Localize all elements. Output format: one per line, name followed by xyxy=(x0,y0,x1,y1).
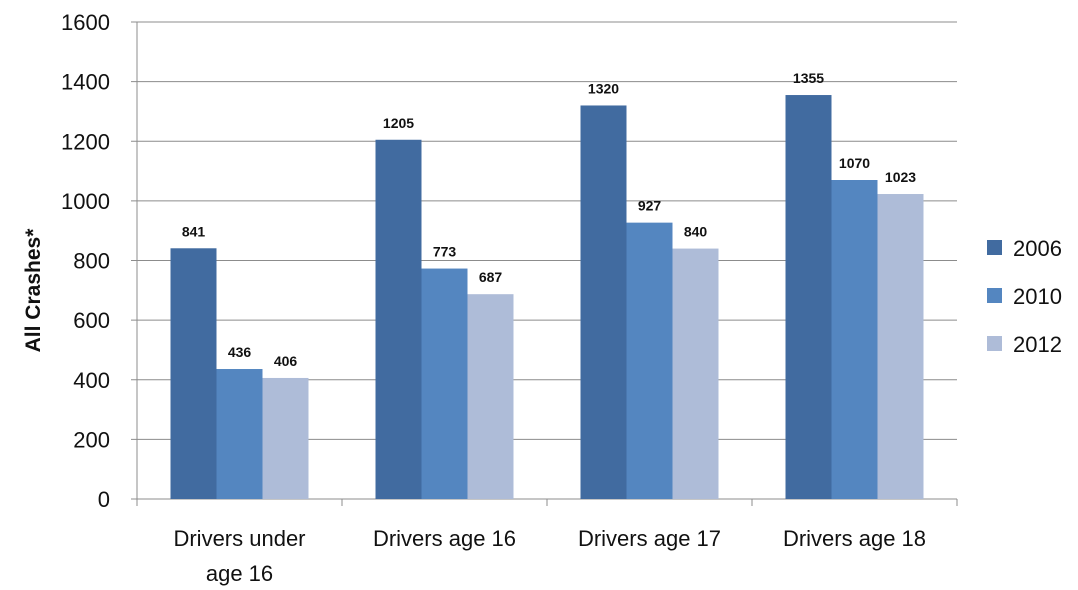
bar-2006-0 xyxy=(170,248,217,499)
data-label: 1320 xyxy=(588,80,619,96)
y-tick-label: 600 xyxy=(73,308,110,333)
legend-swatch-2006 xyxy=(987,240,1002,255)
data-label: 1205 xyxy=(383,115,414,131)
bar-2012-3 xyxy=(877,194,924,499)
legend: 2006 2010 2012 xyxy=(987,236,1062,357)
x-tick-label: Drivers under xyxy=(173,526,305,551)
data-label: 1355 xyxy=(793,70,824,86)
legend-label-2012: 2012 xyxy=(1013,332,1062,357)
y-tick-label: 1400 xyxy=(61,70,110,95)
y-tick-label: 0 xyxy=(98,487,110,512)
y-tick-label: 400 xyxy=(73,368,110,393)
legend-swatch-2012 xyxy=(987,336,1002,351)
y-tick-label: 200 xyxy=(73,427,110,452)
y-axis-label: All Crashes* xyxy=(22,228,45,353)
bar-2006-3 xyxy=(785,95,832,500)
bar-2012-2 xyxy=(672,248,719,499)
data-label: 1023 xyxy=(885,169,916,185)
bar-2010-1 xyxy=(421,268,468,499)
bar-2010-3 xyxy=(831,180,878,499)
data-label: 436 xyxy=(228,344,252,360)
bar-2006-1 xyxy=(375,139,422,499)
data-label: 406 xyxy=(274,353,298,369)
bar-2010-0 xyxy=(216,369,263,499)
x-tick-label: Drivers age 16 xyxy=(373,526,516,551)
legend-label-2006: 2006 xyxy=(1013,236,1062,261)
data-label: 773 xyxy=(433,244,457,260)
bars xyxy=(170,95,924,500)
y-tick-label: 1000 xyxy=(61,189,110,214)
y-tick-label: 1600 xyxy=(61,10,110,35)
data-label: 841 xyxy=(182,223,206,239)
data-label: 1070 xyxy=(839,155,870,171)
legend-label-2010: 2010 xyxy=(1013,284,1062,309)
y-tick-label: 800 xyxy=(73,249,110,274)
data-labels: 841 436 406 1205 773 687 1320 927 840 1355 1070 102… xyxy=(182,70,916,369)
data-label: 840 xyxy=(684,224,708,240)
y-axis-ticks: 0 200 400 600 800 1000 1200 1400 1600 xyxy=(61,10,110,512)
x-axis-ticks: Drivers under age 16 Drivers age 16 Drivers… xyxy=(173,526,926,586)
data-label: 927 xyxy=(638,198,662,214)
x-tick-label: age 16 xyxy=(206,561,273,586)
bar-2012-0 xyxy=(262,377,309,499)
x-tick-label: Drivers age 17 xyxy=(578,526,721,551)
bar-2012-1 xyxy=(467,294,514,499)
bar-2010-2 xyxy=(626,222,673,499)
data-label: 687 xyxy=(479,269,503,285)
bar-2006-2 xyxy=(580,105,627,499)
legend-swatch-2010 xyxy=(987,288,1002,303)
y-tick-label: 1200 xyxy=(61,129,110,154)
x-tick-label: Drivers age 18 xyxy=(783,526,926,551)
